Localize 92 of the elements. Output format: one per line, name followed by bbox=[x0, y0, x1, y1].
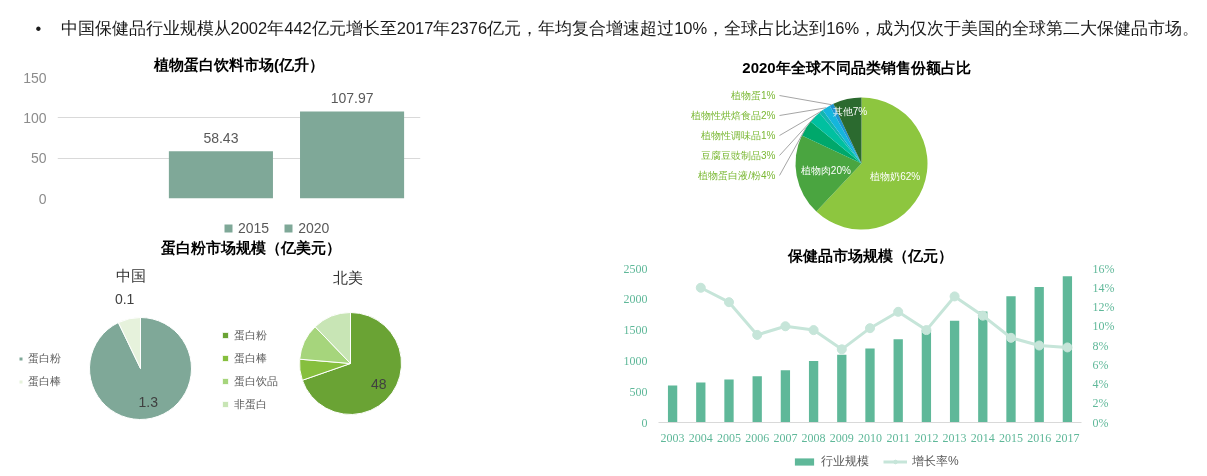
x-tick-label: 2004 bbox=[688, 430, 713, 445]
point bbox=[1062, 342, 1073, 353]
bar bbox=[949, 320, 960, 423]
y-tick-label: 2500 bbox=[623, 261, 648, 276]
bar bbox=[893, 339, 903, 423]
y-tick-label: 150 bbox=[23, 69, 47, 86]
point bbox=[1034, 340, 1045, 351]
chart-title: 保健品市场规模（亿元） bbox=[786, 246, 953, 264]
bar bbox=[921, 330, 932, 423]
point bbox=[949, 291, 960, 302]
data-label: 48 bbox=[370, 375, 387, 392]
bar bbox=[837, 354, 847, 423]
y-tick-label: 500 bbox=[629, 384, 648, 399]
x-tick-label: 2008 bbox=[801, 430, 826, 445]
legend-label: 蛋白粉 bbox=[28, 350, 61, 366]
chart-subtitle: 中国 bbox=[115, 267, 146, 284]
x-tick-label: 2011 bbox=[886, 430, 910, 445]
text: • bbox=[35, 18, 42, 37]
data-label: 58.43 bbox=[203, 130, 239, 147]
bar bbox=[808, 360, 819, 423]
slice-label: 植物性调味品1% bbox=[701, 130, 776, 141]
bar bbox=[667, 385, 678, 423]
y2-tick-label: 12% bbox=[1092, 300, 1115, 314]
slice-label: 植物肉20% bbox=[800, 164, 851, 176]
slice-label: 植物蛋1% bbox=[731, 90, 776, 101]
point bbox=[724, 297, 734, 308]
legend-label: 2020 bbox=[298, 220, 330, 236]
chart-title: 植物蛋白饮料市场(亿升） bbox=[153, 55, 324, 73]
point bbox=[780, 321, 791, 332]
y2-tick-label: 6% bbox=[1092, 357, 1109, 372]
data-label: 107.97 bbox=[330, 90, 374, 107]
y-tick-label: 2000 bbox=[623, 292, 648, 307]
point bbox=[893, 306, 904, 317]
point bbox=[808, 325, 819, 336]
y-tick-label: 100 bbox=[23, 109, 47, 126]
point bbox=[752, 329, 763, 340]
legend-label: 增长率% bbox=[912, 453, 959, 470]
point bbox=[836, 344, 847, 355]
legend-label: 2015 bbox=[238, 220, 270, 236]
slice-label: 豆腐豆豉制品3% bbox=[701, 150, 776, 161]
y2-tick-label: 14% bbox=[1092, 280, 1115, 295]
legend-label: 蛋白棒 bbox=[234, 350, 267, 366]
x-tick-label: 2017 bbox=[1055, 430, 1080, 445]
slice-label: 植物性烘焙食品2% bbox=[691, 110, 776, 121]
chart-title: 2020年全球不同品类销售份额占比 bbox=[742, 59, 971, 76]
point bbox=[865, 323, 875, 334]
x-tick-label: 2005 bbox=[717, 430, 741, 445]
bar bbox=[1034, 286, 1044, 423]
legend-label: 行业规模 bbox=[821, 453, 869, 470]
bar bbox=[1062, 276, 1073, 423]
bar bbox=[780, 370, 791, 423]
slice-label: 植物蛋白液/粉4% bbox=[698, 170, 776, 181]
x-tick-label: 2013 bbox=[942, 430, 967, 445]
text: 中国保健品行业规模从2002年442亿元增长至2017年2376亿元，年均复合增速超过10%，全球占比达到16%，成为仅次于美国的全球第二大保健品市场。 bbox=[60, 18, 1200, 37]
bar bbox=[752, 376, 762, 423]
legend-label: 蛋白饮品 bbox=[234, 373, 278, 389]
data-label: 0.1 bbox=[114, 290, 135, 307]
bar bbox=[1006, 296, 1016, 423]
point bbox=[977, 310, 988, 321]
point bbox=[1006, 332, 1016, 343]
bar bbox=[724, 379, 734, 423]
point bbox=[921, 325, 932, 336]
x-tick-label: 2007 bbox=[773, 430, 798, 445]
y-tick-label: 1000 bbox=[623, 353, 648, 368]
x-tick-label: 2010 bbox=[858, 430, 882, 445]
x-tick-label: 2012 bbox=[914, 430, 939, 445]
x-tick-label: 2015 bbox=[999, 430, 1023, 445]
y2-tick-label: 10% bbox=[1092, 319, 1115, 334]
x-tick-label: 2009 bbox=[829, 430, 854, 445]
slice-label: 植物奶62% bbox=[870, 171, 921, 183]
y2-tick-label: 8% bbox=[1092, 338, 1109, 353]
legend-label: 蛋白粉 bbox=[234, 327, 267, 343]
text: 蛋白粉市场规模（亿美元） bbox=[159, 239, 341, 256]
y-tick-label: 0 bbox=[38, 190, 47, 207]
data-label: 1.3 bbox=[138, 394, 159, 411]
x-tick-label: 2014 bbox=[970, 430, 995, 445]
legend-label: 蛋白棒 bbox=[28, 373, 61, 389]
bar bbox=[696, 382, 706, 423]
chart-subtitle: 北美 bbox=[332, 269, 363, 286]
legend-label: 非蛋白 bbox=[234, 396, 267, 412]
y-tick-label: 1500 bbox=[623, 323, 648, 338]
x-tick-label: 2003 bbox=[660, 430, 685, 445]
y2-tick-label: 16% bbox=[1092, 261, 1115, 276]
x-tick-label: 2016 bbox=[1027, 430, 1052, 445]
y-tick-label: 50 bbox=[30, 150, 47, 167]
y2-tick-label: 0% bbox=[1092, 415, 1109, 430]
y2-tick-label: 4% bbox=[1092, 377, 1109, 391]
point bbox=[695, 282, 706, 293]
y-tick-label: 0 bbox=[641, 415, 648, 430]
x-tick-label: 2006 bbox=[745, 430, 770, 445]
bar bbox=[865, 348, 875, 423]
y2-tick-label: 2% bbox=[1092, 396, 1109, 411]
